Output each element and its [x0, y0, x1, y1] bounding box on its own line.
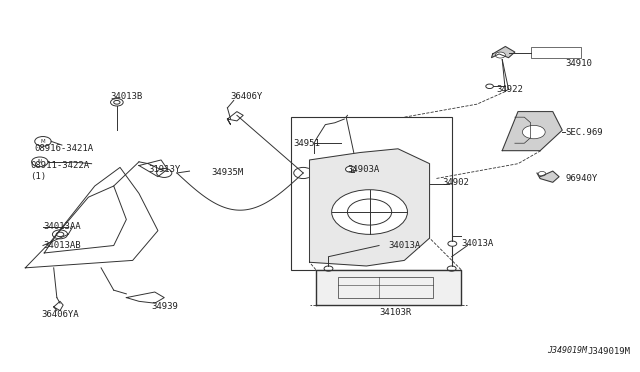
Text: 34013B: 34013B [111, 92, 143, 101]
Text: J349019M: J349019M [547, 346, 588, 355]
Circle shape [114, 100, 120, 104]
Polygon shape [492, 46, 515, 58]
Circle shape [324, 266, 333, 271]
Polygon shape [25, 167, 158, 268]
Text: 34013AA: 34013AA [43, 222, 81, 231]
Text: 34902: 34902 [442, 178, 469, 187]
Circle shape [346, 166, 356, 172]
Circle shape [56, 232, 64, 237]
Bar [531, 47, 581, 58]
Text: N: N [38, 159, 42, 164]
Bar [291, 117, 452, 270]
Text: 08916-3421A: 08916-3421A [35, 144, 94, 153]
Text: 34910: 34910 [565, 59, 592, 68]
Circle shape [294, 167, 313, 179]
Text: J349019M: J349019M [588, 347, 630, 356]
Circle shape [486, 84, 493, 89]
Text: 34922: 34922 [496, 85, 523, 94]
Text: 34013A: 34013A [461, 239, 493, 248]
Text: 96940Y: 96940Y [565, 174, 598, 183]
Circle shape [52, 230, 68, 239]
Circle shape [348, 199, 392, 225]
Circle shape [31, 157, 48, 167]
Polygon shape [316, 270, 461, 305]
Text: 34903A: 34903A [348, 165, 380, 174]
Text: 08911-3422A
(1): 08911-3422A (1) [30, 161, 90, 181]
Circle shape [495, 52, 506, 58]
Bar [338, 277, 433, 298]
Circle shape [332, 190, 408, 234]
Text: 34013A: 34013A [388, 241, 420, 250]
Text: SEC.969: SEC.969 [565, 128, 603, 137]
Text: 34935M: 34935M [212, 169, 244, 177]
Text: 34103R: 34103R [379, 308, 412, 317]
Text: 31913Y: 31913Y [148, 165, 180, 174]
Circle shape [538, 171, 546, 176]
Text: 34013AB: 34013AB [43, 241, 81, 250]
Polygon shape [537, 171, 559, 182]
Circle shape [35, 137, 51, 146]
Text: 34951: 34951 [294, 139, 321, 148]
Polygon shape [310, 149, 429, 266]
Polygon shape [502, 112, 562, 151]
Text: 36406YA: 36406YA [41, 310, 79, 319]
Text: M: M [41, 139, 45, 144]
Text: 36406Y: 36406Y [230, 92, 263, 101]
Circle shape [522, 125, 545, 139]
Circle shape [448, 241, 457, 246]
Circle shape [447, 266, 456, 271]
Circle shape [157, 169, 172, 177]
Text: 34939: 34939 [152, 302, 179, 311]
Circle shape [111, 99, 123, 106]
